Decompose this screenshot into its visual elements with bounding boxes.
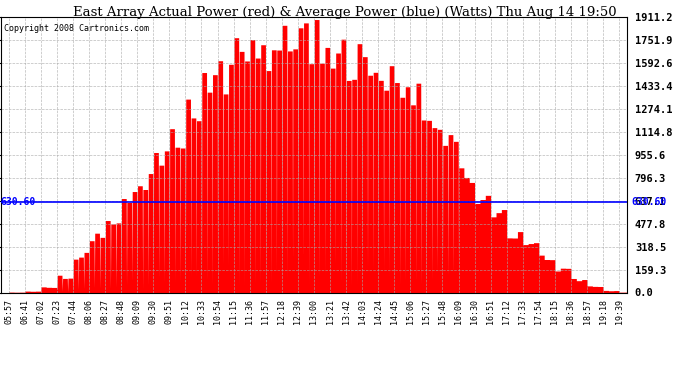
Text: 630.60: 630.60 [631,196,667,207]
Text: East Array Actual Power (red) & Average Power (blue) (Watts) Thu Aug 14 19:50: East Array Actual Power (red) & Average … [73,6,617,19]
Text: Copyright 2008 Cartronics.com: Copyright 2008 Cartronics.com [4,24,149,33]
Text: 630.60: 630.60 [1,196,36,207]
